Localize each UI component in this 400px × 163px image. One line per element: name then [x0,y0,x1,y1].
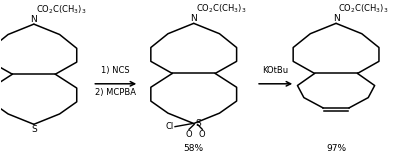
Text: CO$_2$C(CH$_3$)$_3$: CO$_2$C(CH$_3$)$_3$ [338,3,388,15]
Text: N: N [333,14,340,23]
Text: 97%: 97% [326,144,346,153]
Text: KOtBu: KOtBu [262,66,289,75]
Text: S: S [31,125,37,134]
Text: 58%: 58% [184,144,204,153]
Text: O: O [186,130,192,139]
Text: CO$_2$C(CH$_3$)$_3$: CO$_2$C(CH$_3$)$_3$ [196,3,246,15]
Text: 1) NCS: 1) NCS [102,66,130,75]
Text: 2) MCPBA: 2) MCPBA [95,88,136,97]
Text: S: S [195,119,201,128]
Text: N: N [190,14,197,23]
Text: Cl: Cl [166,122,174,131]
Text: N: N [30,15,37,24]
Text: CO$_2$C(CH$_3$)$_3$: CO$_2$C(CH$_3$)$_3$ [36,3,86,16]
Text: O: O [199,130,206,139]
